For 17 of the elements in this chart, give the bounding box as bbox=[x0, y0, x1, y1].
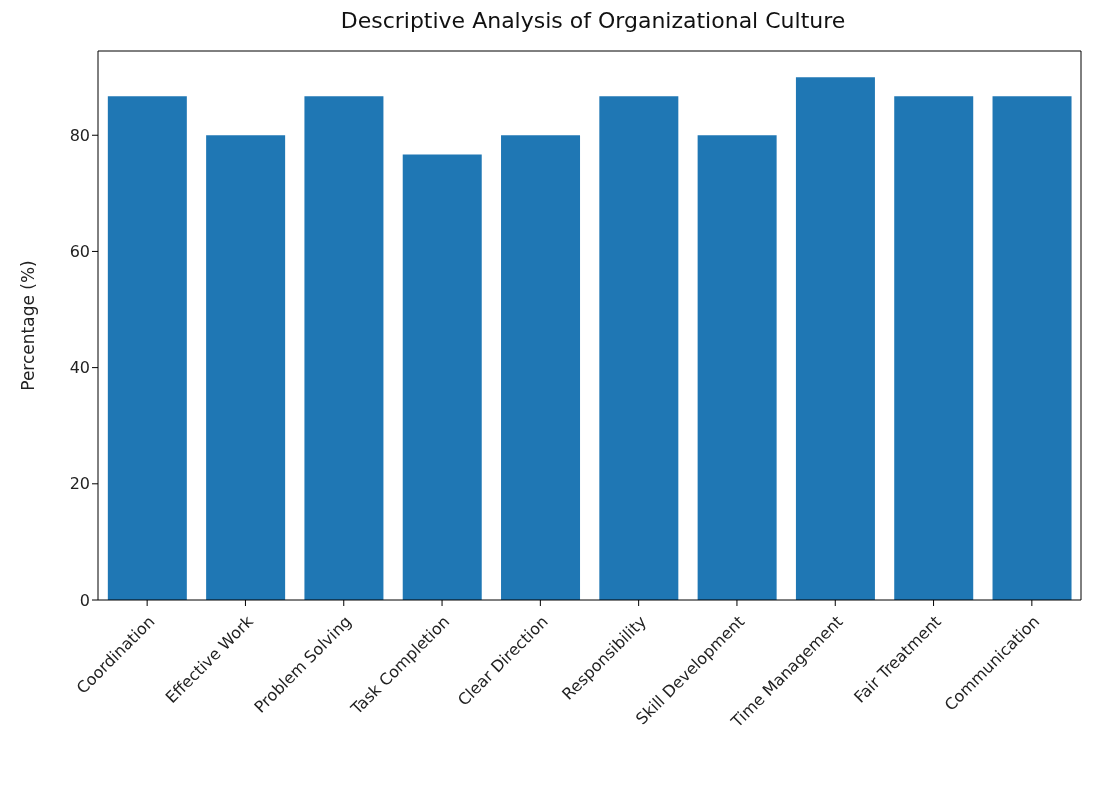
bar bbox=[992, 96, 1072, 600]
bar bbox=[107, 96, 187, 600]
bar bbox=[402, 154, 482, 600]
bar bbox=[795, 77, 875, 600]
bar bbox=[697, 135, 777, 600]
y-axis-title: Percentage (%) bbox=[18, 260, 39, 391]
y-tick-label: 20 bbox=[69, 474, 90, 494]
bar bbox=[599, 96, 679, 600]
y-tick-label: 80 bbox=[69, 125, 90, 145]
bar bbox=[304, 96, 384, 600]
y-tick-label: 60 bbox=[69, 242, 90, 262]
bar bbox=[894, 96, 974, 600]
y-tick-label: 40 bbox=[69, 358, 90, 378]
y-tick-label: 0 bbox=[79, 590, 90, 610]
bar bbox=[206, 135, 286, 600]
chart-title: Descriptive Analysis of Organizational Culture bbox=[339, 8, 847, 35]
bar bbox=[501, 135, 581, 600]
